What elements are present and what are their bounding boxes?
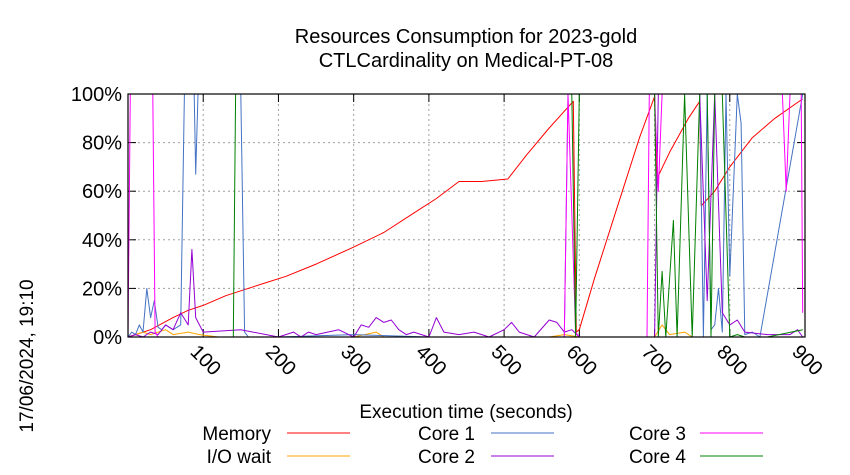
x-tick-label: 800 (712, 341, 751, 380)
y-tick-label: 60% (82, 181, 122, 203)
y-tick-label: 20% (82, 278, 122, 300)
legend-label-core-3: Core 3 (629, 424, 686, 445)
x-tick-label: 300 (336, 341, 375, 380)
plot-frame (127, 93, 806, 338)
grid (128, 94, 805, 337)
x-tick-label: 100 (186, 341, 225, 380)
series-line-core-2 (127, 93, 804, 338)
x-tick-label: 700 (637, 341, 676, 380)
series-line-i-o-wait (127, 324, 803, 338)
timestamp: 17/06/2024, 19:10 (17, 279, 38, 432)
legend-label-i-o-wait: I/O wait (207, 447, 272, 468)
legend-label-core-2: Core 2 (418, 447, 475, 468)
y-tick-label: 100% (71, 84, 122, 106)
series-lines (127, 93, 804, 338)
chart-title-line-1: Resources Consumption for 2023-gold (295, 26, 637, 48)
y-tick-label: 80% (82, 133, 122, 155)
y-tick-label: 40% (82, 230, 122, 252)
series-line-core-1 (127, 93, 804, 338)
x-tick-label: 900 (787, 341, 826, 380)
x-tick-label: 600 (562, 341, 601, 380)
legend-label-core-1: Core 1 (418, 424, 475, 445)
legend-label-memory: Memory (202, 424, 271, 445)
x-tick-label: 500 (487, 341, 526, 380)
x-tick-label: 200 (261, 341, 300, 380)
y-tick-label: 0% (93, 327, 122, 349)
x-tick-label: 400 (411, 341, 450, 380)
x-axis-label: Execution time (seconds) (359, 402, 572, 423)
legend-label-core-4: Core 4 (629, 447, 686, 468)
chart-title-line-2: CTLCardinality on Medical-PT-08 (319, 50, 614, 72)
y-axis-ticks: 0% 20% 40% 60% 80% 100% (71, 84, 805, 349)
